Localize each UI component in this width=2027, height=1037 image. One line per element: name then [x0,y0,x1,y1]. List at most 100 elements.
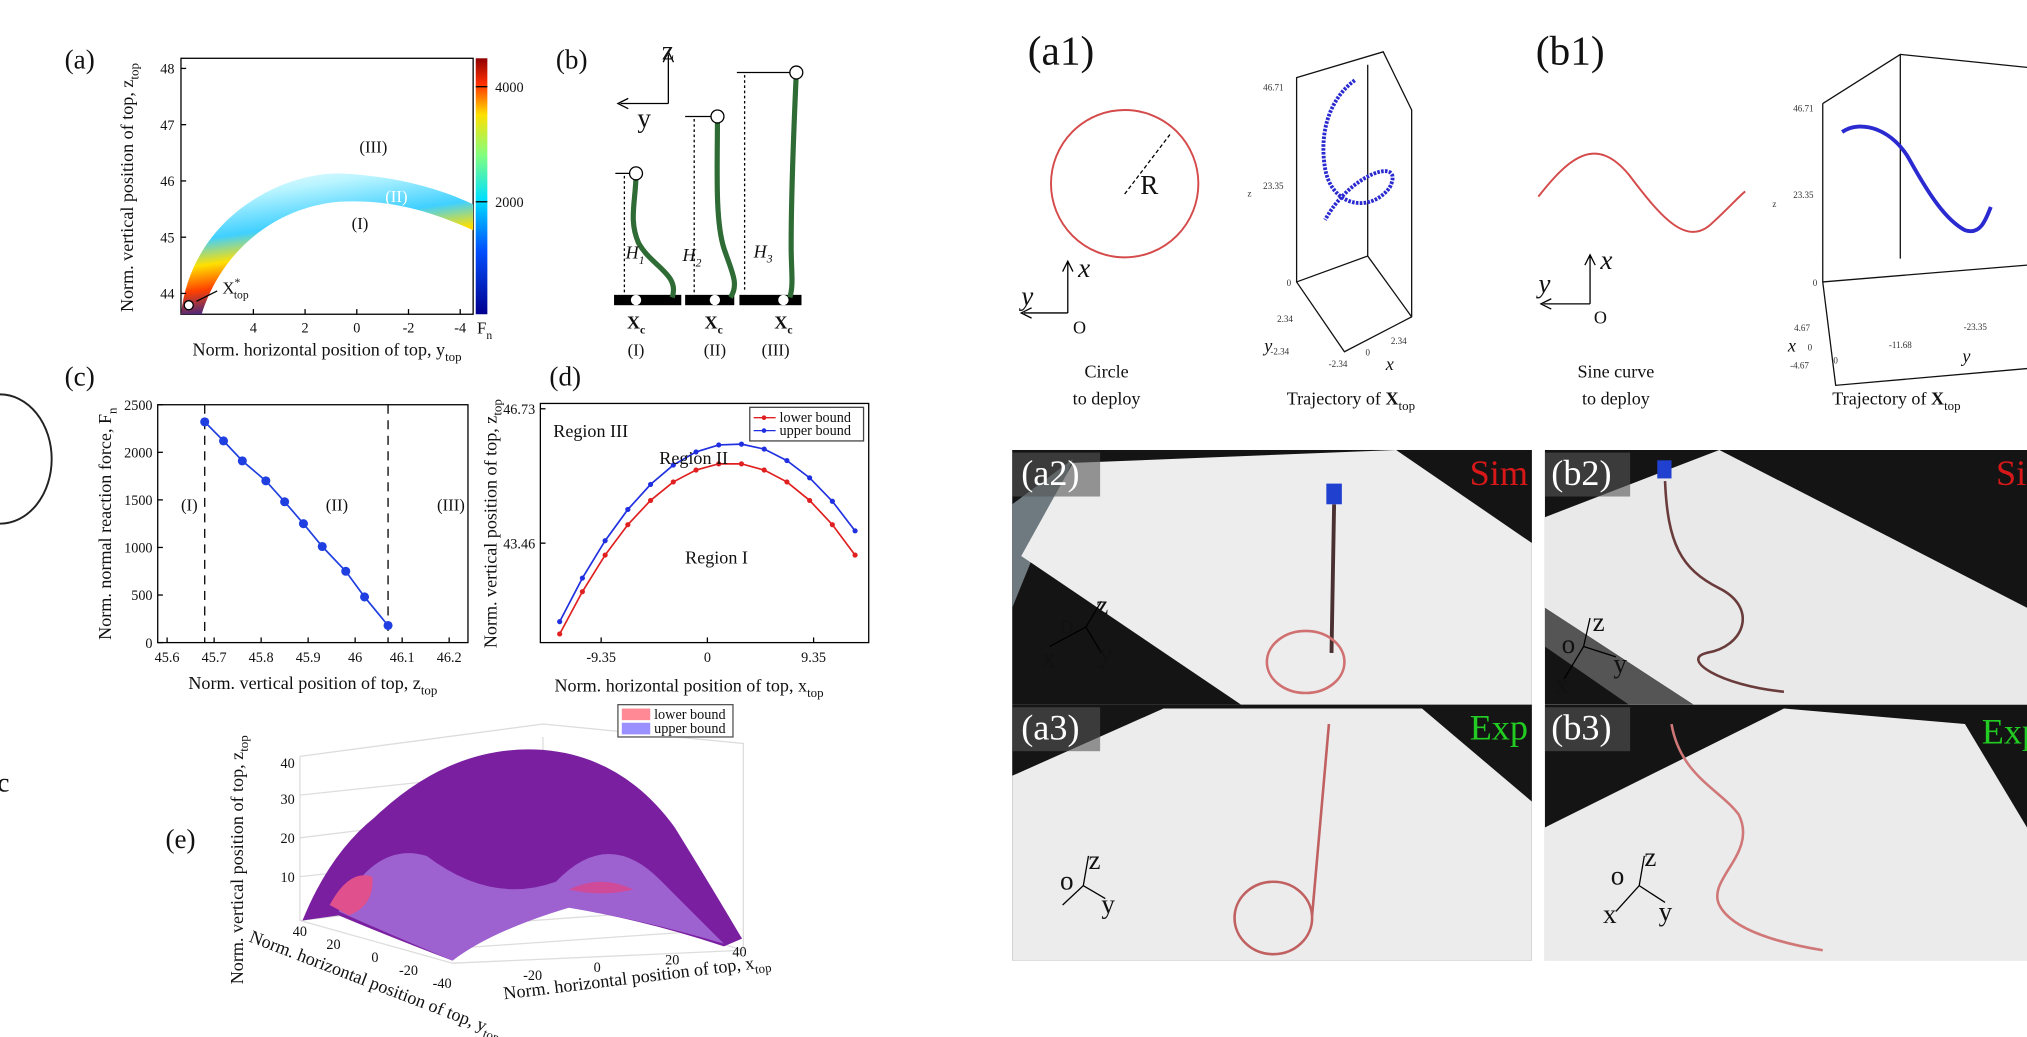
base-label: Xc [627,312,645,336]
caption: Circle [1084,362,1128,382]
tick-label: -40 [433,976,452,992]
axis-name: x [1787,336,1796,356]
radius-label: R [1140,170,1159,200]
t: Trajectory of [1287,389,1386,409]
t: 3 [766,253,773,266]
cb-label: Fn [477,319,492,342]
x-tick-label: 0 [704,650,711,666]
y-tick-label: 48 [160,62,174,78]
t: c [718,324,723,337]
x-tick-label: 46.2 [437,650,462,666]
marker [557,631,562,636]
axis-name: y [1960,346,1971,366]
tick-label: 0 [371,950,378,966]
rod [790,73,796,298]
y-tick-label: 47 [160,118,174,134]
t: Norm. vertical position of top, z [227,752,247,984]
t: top [1944,398,1961,413]
mode: Sim [1470,453,1528,493]
marker [716,442,721,447]
legend-label: upper bound [654,721,725,737]
x-label: Norm. horizontal position of top, xtop [554,676,823,700]
axis-name: x [1603,899,1617,929]
base-dot [631,295,641,305]
axis-name: x [1599,245,1612,275]
marker [830,499,835,504]
tick-label: 20 [326,937,340,953]
legend-marker [762,428,767,433]
origin: O [1073,318,1086,338]
y-label: Norm. normal reaction force, Fn [95,407,119,640]
t: Norm. normal reaction force, F [95,414,115,640]
tick-label: 0 [594,960,601,976]
base-dot [778,295,788,305]
caption: to deploy [1582,389,1650,409]
marker [762,467,767,472]
region: (III) [437,496,465,515]
axis-name: x [1555,669,1569,699]
marker [739,442,744,447]
caption: Trajectory of Xtop [1287,389,1415,413]
edge-text: c [0,767,9,797]
marker [739,461,744,466]
y-tick-label: 44 [160,287,174,303]
x-label: Norm. vertical position of top, ztop [188,673,437,697]
tick-label: -2.34 [1329,359,1348,369]
t: Norm. vertical position of top, z [188,673,420,693]
panel-label: (b) [556,45,588,75]
caption: Trajectory of Xtop [1832,389,1960,413]
panel-label: (a1) [1028,28,1095,75]
axis-name: x [1042,643,1056,673]
marker [603,552,608,557]
y-label: Norm. vertical position of top, ztop [480,399,504,648]
t: Norm. horizontal position of top, x [554,676,807,696]
tick-label: 2.34 [1391,336,1407,346]
marker [807,475,812,480]
t: * [234,276,240,289]
tick-label: -4.67 [1790,361,1809,371]
marker [318,542,327,551]
height: H2 [682,245,702,269]
origin: O [1594,307,1607,327]
tick-label: 4.67 [1794,323,1810,333]
panel-label: (e) [165,824,195,854]
tick-label: -20 [523,968,542,984]
tick-label: -23.35 [1964,322,1988,332]
rod [633,173,673,297]
axis-name: y [1101,889,1115,919]
y-tick-label: 46.73 [503,402,535,418]
tick-label: 10 [281,870,295,886]
t: top [445,349,462,364]
tick-label: 0 [1808,342,1813,352]
y-tick-label: 45 [160,230,174,246]
t: Norm. horizontal position of top, y [193,340,446,360]
t: n [486,329,492,342]
axis-name: o [1060,610,1074,640]
tick-label: 30 [281,792,295,808]
marker [200,417,209,426]
t: X [705,312,718,332]
y-tick-label: 46 [160,174,174,190]
t: X [222,279,234,298]
region: Region II [659,448,728,468]
t: top [421,682,438,697]
x-tick-label: 45.8 [249,650,274,666]
t: n [104,407,119,414]
figure: c (a) X*top (III) (II) (I) Fn Norm. vert… [0,0,2027,1037]
t: F [477,319,486,338]
axis-name: z [1096,590,1108,620]
axis-name: y [637,103,651,133]
tick-label: 40 [281,756,295,772]
tick-label: -20 [399,963,418,979]
point [184,301,193,310]
marker [238,456,247,465]
axis-name: y [1613,648,1627,678]
t: top [234,289,249,302]
axis-name: z [1088,845,1100,875]
y-label: Norm. vertical position of top, ztop [117,63,141,312]
region: Region I [685,548,748,568]
panel-label: (a) [65,45,95,75]
rod [1332,504,1335,653]
t: X [1385,389,1398,409]
rod [717,116,734,297]
